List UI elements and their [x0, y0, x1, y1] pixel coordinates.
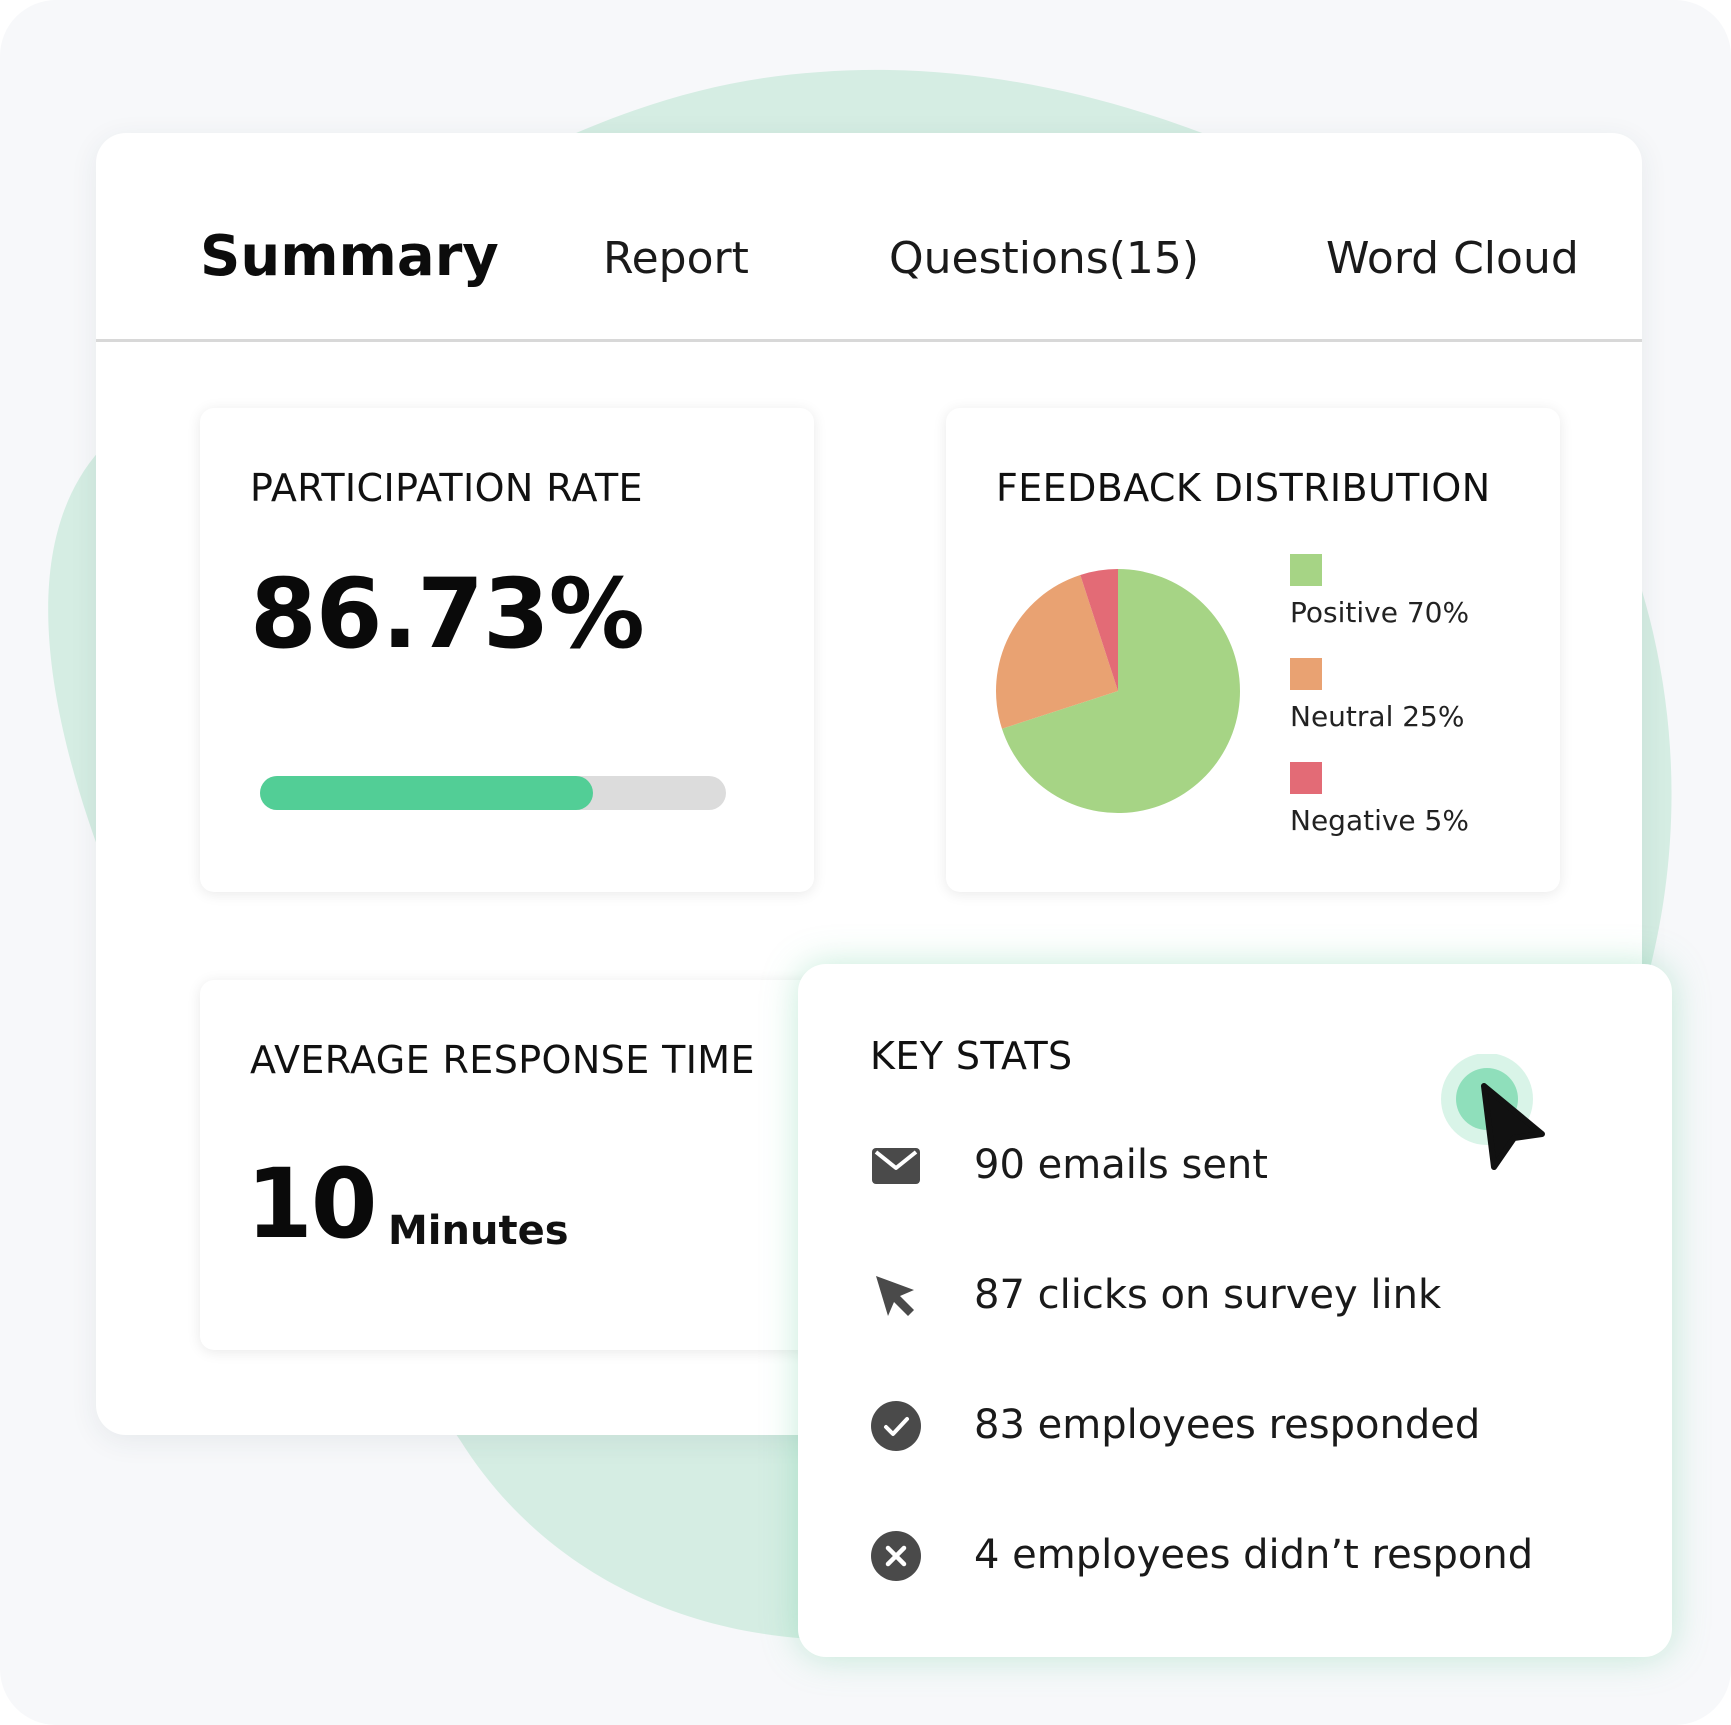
legend-label-neutral: Neutral 25%: [1290, 700, 1465, 733]
tab-report[interactable]: Report: [603, 233, 749, 284]
tab-word-cloud[interactable]: Word Cloud: [1326, 233, 1579, 284]
mail-icon: [872, 1148, 920, 1184]
stat-row-emails: 90 emails sent: [870, 1140, 1630, 1200]
average-response-time-title: AVERAGE RESPONSE TIME: [250, 1038, 755, 1082]
participation-rate-title: PARTICIPATION RATE: [250, 466, 643, 510]
average-response-time-unit: Minutes: [388, 1208, 569, 1254]
participation-rate-value: 86.73%: [250, 558, 645, 670]
participation-progress-bar: [260, 776, 726, 810]
average-response-time-value: 10: [246, 1148, 378, 1260]
tab-summary[interactable]: Summary: [200, 224, 499, 289]
feedback-pie-chart: [996, 569, 1240, 813]
stat-label-not-responded: 4 employees didn’t respond: [974, 1532, 1534, 1578]
legend-swatch-negative: [1290, 762, 1322, 794]
tab-bar: Summary Report Questions(15) Word Cloud: [96, 133, 1642, 342]
legend-swatch-positive: [1290, 554, 1322, 586]
feedback-distribution-title: FEEDBACK DISTRIBUTION: [996, 466, 1491, 510]
tab-questions[interactable]: Questions(15): [889, 233, 1200, 284]
x-circle-icon: [871, 1531, 921, 1581]
pie-slice-neutral: [996, 574, 1118, 729]
stat-row-not-responded: 4 employees didn’t respond: [870, 1530, 1630, 1590]
pointer-icon: [876, 1276, 914, 1316]
feedback-distribution-panel: FEEDBACK DISTRIBUTION Positive 70% Neutr…: [946, 408, 1560, 892]
stat-label-clicks: 87 clicks on survey link: [974, 1272, 1442, 1318]
stat-label-emails: 90 emails sent: [974, 1142, 1268, 1188]
tab-divider: [96, 339, 1642, 342]
key-stats-title: KEY STATS: [870, 1034, 1073, 1078]
legend-label-positive: Positive 70%: [1290, 596, 1470, 629]
check-circle-icon: [871, 1401, 921, 1451]
stat-row-clicks: 87 clicks on survey link: [870, 1270, 1630, 1330]
cursor-click-indicator: [1441, 1054, 1545, 1170]
key-stats-card: KEY STATS 90 emails sent 87 clicks on su…: [798, 964, 1672, 1657]
pie-slice-negative: [1080, 569, 1118, 691]
pie-slice-positive: [1001, 569, 1240, 813]
stat-label-responded: 83 employees responded: [974, 1402, 1481, 1448]
legend-label-negative: Negative 5%: [1290, 804, 1469, 837]
participation-progress-fill: [260, 776, 594, 810]
legend-swatch-neutral: [1290, 658, 1322, 690]
participation-rate-panel: PARTICIPATION RATE 86.73%: [200, 408, 814, 892]
stat-row-responded: 83 employees responded: [870, 1400, 1630, 1460]
